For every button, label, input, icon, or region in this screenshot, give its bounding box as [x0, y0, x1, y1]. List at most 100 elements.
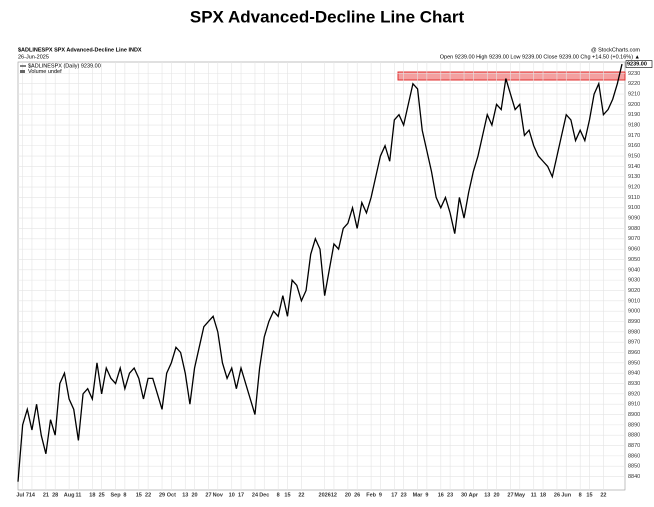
x-tick-label: 24: [252, 492, 259, 498]
y-tick-label: 8940: [628, 371, 640, 377]
y-tick-label: 9100: [628, 205, 640, 211]
y-tick-label: 9060: [628, 247, 640, 253]
x-tick-label: Jul 7: [16, 492, 29, 498]
x-tick-label: 14: [29, 492, 36, 498]
y-tick-label: 9050: [628, 257, 640, 263]
x-tick-label: 26: [354, 492, 360, 498]
x-tick-label: 23: [447, 492, 453, 498]
x-tick-label: 8: [277, 492, 280, 498]
x-tick-label: 20: [493, 492, 499, 498]
y-tick-label: 8930: [628, 381, 640, 387]
legend-swatch: [20, 70, 25, 73]
x-tick-label: Nov: [213, 492, 224, 498]
y-tick-label: 8960: [628, 350, 640, 356]
x-tick-label: 27: [507, 492, 513, 498]
y-tick-label: 9080: [628, 226, 640, 232]
x-tick-label: 11: [531, 492, 537, 498]
x-tick-label: 2026: [319, 492, 331, 498]
y-tick-label: 9160: [628, 143, 640, 149]
legend-label: $ADLINESPX (Daily) 9239.00: [28, 63, 101, 69]
y-tick-label: 9200: [628, 102, 640, 108]
x-tick-label: 30: [461, 492, 467, 498]
x-tick-label: 15: [586, 492, 592, 498]
y-tick-label: 8970: [628, 340, 640, 346]
symbol-title: $ADLINESPX SPX Advanced-Decline Line IND…: [18, 47, 142, 53]
x-tick-label: 8: [123, 492, 126, 498]
x-tick-label: Oct: [167, 492, 176, 498]
y-tick-label: 9010: [628, 298, 640, 304]
x-tick-label: 15: [284, 492, 290, 498]
y-tick-label: 9230: [628, 71, 640, 77]
x-tick-label: Sep: [111, 492, 122, 498]
y-tick-label: 9150: [628, 154, 640, 160]
y-tick-label: 9120: [628, 185, 640, 191]
x-tick-label: 13: [182, 492, 188, 498]
ohlc: Open 9239.00 High 9239.00 Low 9239.00 Cl…: [440, 54, 640, 60]
y-tick-label: 9190: [628, 112, 640, 118]
x-tick-label: 17: [238, 492, 244, 498]
x-tick-label: 9: [379, 492, 382, 498]
y-tick-label: 9090: [628, 216, 640, 222]
x-tick-label: 25: [99, 492, 105, 498]
y-tick-label: 8840: [628, 474, 640, 480]
x-tick-label: 13: [484, 492, 490, 498]
y-tick-label: 9030: [628, 278, 640, 284]
y-tick-label: 9220: [628, 81, 640, 87]
x-tick-label: 23: [401, 492, 407, 498]
x-tick-label: 22: [145, 492, 151, 498]
x-tick-label: Apr: [469, 492, 479, 498]
x-tick-label: May: [514, 492, 526, 498]
y-tick-label: 8950: [628, 360, 640, 366]
resistance-band: [397, 71, 626, 81]
grid: [18, 62, 625, 490]
chart-date: 26-Jun-2025: [18, 54, 49, 60]
x-tick-label: Mar: [413, 492, 424, 498]
x-tick-label: Feb: [366, 492, 376, 498]
y-tick-label: 8860: [628, 453, 640, 459]
last-value-label: 9239.00: [627, 62, 647, 68]
y-tick-label: 8920: [628, 391, 640, 397]
y-tick-label: 8910: [628, 402, 640, 408]
legend-label: Volume undef: [28, 69, 62, 75]
x-tick-label: 17: [391, 492, 397, 498]
x-tick-label: 11: [75, 492, 81, 498]
x-tick-label: 20: [191, 492, 197, 498]
x-tick-label: 8: [579, 492, 582, 498]
x-tick-label: 12: [331, 492, 337, 498]
x-tick-label: 29: [159, 492, 165, 498]
y-tick-label: 9040: [628, 267, 640, 273]
y-tick-label: 8900: [628, 412, 640, 418]
x-tick-label: 22: [600, 492, 606, 498]
y-tick-label: 8890: [628, 422, 640, 428]
y-tick-label: 9180: [628, 123, 640, 129]
x-tick-label: Dec: [259, 492, 269, 498]
x-tick-label: 22: [298, 492, 304, 498]
x-tick-label: 20: [345, 492, 351, 498]
y-tick-label: 9070: [628, 236, 640, 242]
y-tick-label: 8990: [628, 319, 640, 325]
chart-title: SPX Advanced-Decline Line Chart: [190, 7, 465, 26]
y-tick-label: 9110: [628, 195, 640, 201]
x-tick-label: 18: [540, 492, 546, 498]
y-tick-label: 8880: [628, 433, 640, 439]
x-tick-label: 16: [438, 492, 444, 498]
x-tick-label: Aug: [64, 492, 75, 498]
x-tick-label: Jun: [561, 492, 571, 498]
x-tick-label: 15: [136, 492, 142, 498]
x-tick-label: 27: [205, 492, 211, 498]
x-tick-label: 26: [554, 492, 560, 498]
y-tick-label: 8870: [628, 443, 640, 449]
y-tick-label: 9130: [628, 174, 640, 180]
x-tick-label: 18: [89, 492, 95, 498]
y-tick-label: 9140: [628, 164, 640, 170]
y-tick-label: 8850: [628, 464, 640, 470]
last-value-box: [625, 60, 653, 68]
x-tick-label: 28: [52, 492, 58, 498]
plot-frame: [17, 61, 626, 491]
y-tick-label: 9020: [628, 288, 640, 294]
source: @ StockCharts.com: [591, 47, 640, 53]
x-tick-label: 10: [229, 492, 235, 498]
y-tick-label: 9210: [628, 92, 640, 98]
x-tick-label: 9: [425, 492, 428, 498]
